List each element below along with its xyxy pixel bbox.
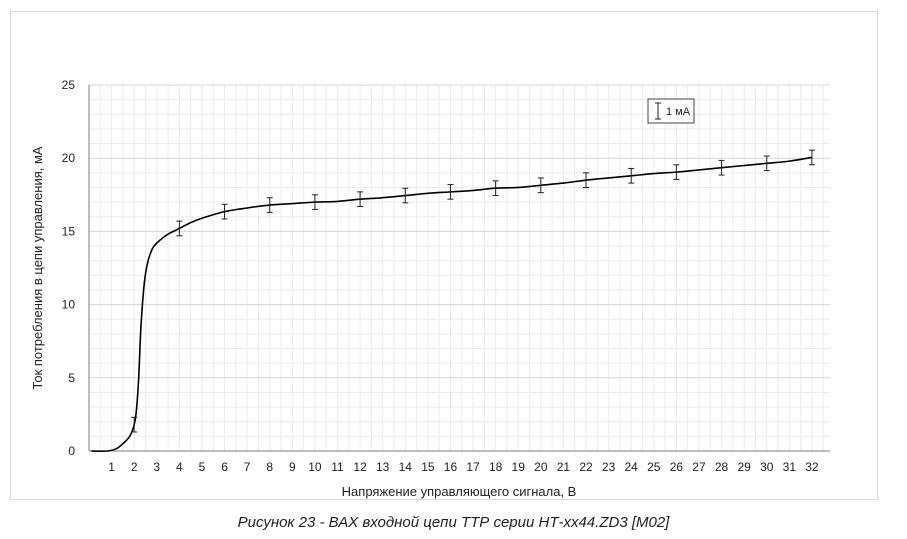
x-tick-label: 25 bbox=[647, 460, 661, 474]
x-tick-label: 27 bbox=[692, 460, 706, 474]
x-tick-label: 20 bbox=[534, 460, 548, 474]
figure-caption: Рисунок 23 - ВАХ входной цепи ТТР серии … bbox=[237, 514, 670, 531]
x-tick-label: 17 bbox=[466, 460, 480, 474]
error-bar bbox=[673, 164, 680, 180]
x-tick-label: 14 bbox=[399, 460, 413, 474]
x-tick-label: 22 bbox=[579, 460, 593, 474]
error-bar bbox=[763, 155, 770, 172]
chart-svg: 1 2 3 4 5 6 7 8 9 10 11 12 13 14 15 16 17 18 19 20 21 22 23 24 2… bbox=[30, 78, 830, 499]
x-tick-label: 10 bbox=[308, 460, 322, 474]
error-bar bbox=[718, 159, 725, 176]
x-tick-label: 32 bbox=[805, 460, 819, 474]
y-tick-label: 5 bbox=[68, 371, 75, 385]
y-tick-label: 0 bbox=[68, 444, 75, 458]
x-tick-label: 5 bbox=[199, 460, 206, 474]
legend-label: 1 мА bbox=[666, 106, 691, 118]
x-tick-label: 29 bbox=[737, 460, 751, 474]
error-bar bbox=[808, 149, 815, 166]
x-axis-title: Напряжение управляющего сигнала, В bbox=[342, 484, 577, 499]
x-tick-label: 4 bbox=[176, 460, 183, 474]
error-bar bbox=[447, 184, 454, 200]
x-tick-label: 11 bbox=[331, 460, 344, 474]
y-tick-label: 15 bbox=[62, 224, 76, 238]
error-bar bbox=[583, 172, 590, 188]
chart-frame: 1 2 3 4 5 6 7 8 9 10 11 12 13 14 15 16 17 18 19 20 21 22 23 24 2… bbox=[10, 11, 878, 500]
x-tick-label: 2 bbox=[131, 460, 138, 474]
x-tick-label: 28 bbox=[715, 460, 729, 474]
x-tick-label: 16 bbox=[444, 460, 458, 474]
x-tick-label: 8 bbox=[266, 460, 273, 474]
x-tick-label: 3 bbox=[153, 460, 160, 474]
x-tick-label: 26 bbox=[670, 460, 684, 474]
x-tick-label: 30 bbox=[760, 460, 774, 474]
x-tick-label: 24 bbox=[625, 460, 639, 474]
x-tick-label: 6 bbox=[221, 460, 228, 474]
error-bar bbox=[537, 177, 544, 194]
x-tick-label: 21 bbox=[557, 460, 571, 474]
error-bar bbox=[402, 187, 409, 204]
x-tick-label: 9 bbox=[289, 460, 296, 474]
x-tick-label: 23 bbox=[602, 460, 616, 474]
error-bar bbox=[628, 167, 635, 184]
x-tick-label: 1 bbox=[108, 460, 115, 474]
axis-layer bbox=[88, 85, 830, 452]
errorbar-layer bbox=[131, 149, 815, 433]
y-axis-title: Ток потребления в цепи управления, мА bbox=[30, 146, 45, 390]
error-bar bbox=[266, 197, 273, 213]
error-bar bbox=[176, 220, 183, 237]
error-bar bbox=[357, 191, 364, 208]
y-tick-label: 10 bbox=[62, 298, 76, 312]
error-bar-legend: 1 мА bbox=[647, 98, 695, 124]
x-tick-label: 7 bbox=[244, 460, 251, 474]
y-tick-label: 25 bbox=[62, 78, 76, 92]
y-tick-label: 20 bbox=[62, 151, 76, 165]
x-tick-label: 18 bbox=[489, 460, 503, 474]
x-tick-label: 13 bbox=[376, 460, 390, 474]
tick-layer: 1 2 3 4 5 6 7 8 9 10 11 12 13 14 15 16 17 18 19 20 21 22 23 24 2… bbox=[62, 78, 819, 474]
grid-layer bbox=[89, 84, 830, 451]
error-bar bbox=[492, 180, 499, 197]
x-tick-label: 19 bbox=[512, 460, 526, 474]
error-bar bbox=[131, 416, 138, 433]
error-bar bbox=[311, 194, 318, 210]
x-tick-label: 12 bbox=[353, 460, 367, 474]
x-tick-label: 15 bbox=[421, 460, 435, 474]
error-bar bbox=[221, 203, 228, 220]
x-tick-label: 31 bbox=[783, 460, 797, 474]
